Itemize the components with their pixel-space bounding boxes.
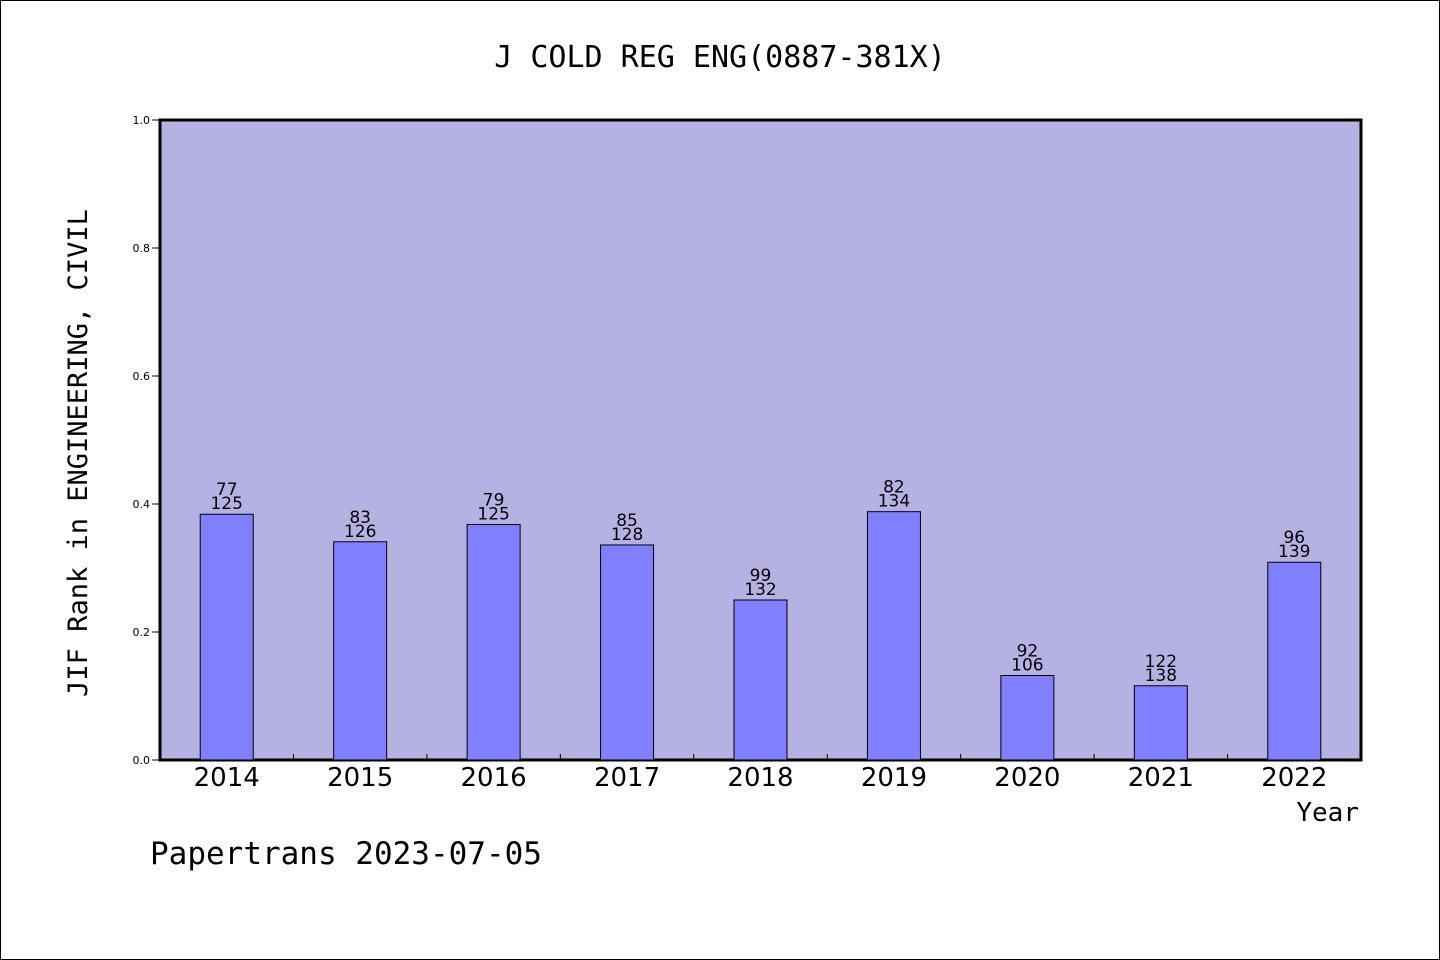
total-label-2014: 125 — [210, 494, 242, 514]
bar-2018 — [733, 599, 788, 761]
x-tick-label-2022: 2022 — [1261, 763, 1327, 793]
y-axis-label: JIF Rank in ENGINEERING, CIVIL — [63, 209, 94, 697]
x-tick-label-2014: 2014 — [194, 763, 260, 793]
x-tick-label-2020: 2020 — [994, 763, 1060, 793]
x-axis: 2014 2015 2016 2017 2018 2019 2020 2021 2022 — [194, 754, 1327, 793]
total-label-2016: 125 — [477, 504, 509, 524]
rank-label-2018: 99 — [750, 566, 772, 586]
x-tick-label-2016: 2016 — [461, 763, 527, 793]
total-label-2018: 132 — [744, 580, 776, 600]
total-label-2022: 139 — [1278, 542, 1310, 562]
bar-2015 — [333, 541, 388, 761]
x-tick-label-2021: 2021 — [1128, 763, 1194, 793]
total-label-2021: 138 — [1145, 666, 1177, 686]
rank-label-2020: 92 — [1017, 642, 1039, 662]
y-tick-label: 0.8 — [133, 242, 151, 255]
bar-2014 — [199, 513, 254, 761]
y-tick-label: 1.0 — [133, 114, 151, 127]
y-tick-label: 0.0 — [133, 754, 151, 767]
rank-label-2022: 96 — [1283, 528, 1305, 548]
rank-label-2017: 85 — [616, 511, 638, 531]
x-tick-label-2019: 2019 — [861, 763, 927, 793]
rank-label-2014: 77 — [216, 480, 238, 500]
chart-title: J COLD REG ENG(0887-381X) — [494, 40, 946, 75]
rank-label-2015: 83 — [349, 508, 371, 528]
bar-2020 — [1000, 675, 1055, 761]
total-label-2015: 126 — [344, 522, 376, 542]
bar-2022 — [1267, 561, 1322, 761]
footer-credit: Papertrans 2023-07-05 — [150, 836, 542, 872]
bar-2019 — [866, 511, 921, 761]
y-tick-label: 0.6 — [133, 370, 151, 383]
x-axis-label: Year — [1296, 798, 1359, 828]
bar-2017 — [600, 544, 655, 761]
bar-2021 — [1133, 685, 1188, 761]
x-tick-label-2015: 2015 — [327, 763, 393, 793]
rank-label-2016: 79 — [483, 490, 505, 510]
rank-label-2019: 82 — [883, 478, 905, 498]
total-label-2019: 134 — [878, 492, 910, 512]
total-label-2017: 128 — [611, 525, 643, 545]
y-tick-label: 0.4 — [133, 498, 151, 511]
bars-layer — [199, 511, 1322, 761]
x-tick-label-2018: 2018 — [727, 763, 793, 793]
x-tick-label-2017: 2017 — [594, 763, 660, 793]
total-label-2020: 106 — [1011, 656, 1043, 676]
y-tick-label: 0.2 — [133, 626, 151, 639]
rank-label-2021: 122 — [1145, 652, 1177, 672]
y-axis: 0.0 0.2 0.4 0.6 0.8 1.0 — [133, 114, 160, 767]
bar-2016 — [466, 523, 521, 761]
